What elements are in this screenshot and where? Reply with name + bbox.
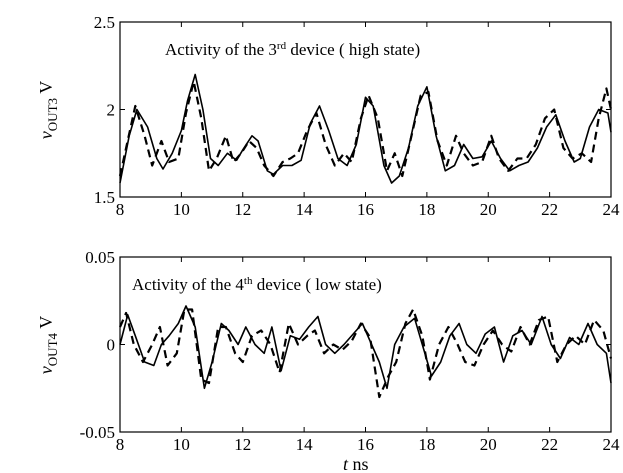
annotation-bottom-post: device ( low state)	[252, 275, 381, 294]
series-line-top-solid	[119, 73, 612, 184]
x-tick-label: 10	[173, 435, 190, 454]
ylabel-top-var: v	[36, 131, 56, 139]
y-tick-label: 2	[107, 101, 116, 120]
series-line-bottom-dashed	[118, 308, 613, 399]
xlabel-bottom: t ns	[343, 454, 369, 473]
x-tick-label: 22	[541, 435, 558, 454]
xlabel-bottom-unit: ns	[353, 454, 369, 473]
annotation-top-sup: rd	[277, 40, 287, 52]
x-tick-label: 20	[480, 200, 497, 219]
x-tick-label: 14	[296, 435, 314, 454]
x-tick-label: 12	[234, 200, 251, 219]
annotation-bottom-pre: Activity of the 4	[132, 275, 244, 294]
ylabel-top-sub: OUT3	[45, 98, 60, 131]
panel-top: 8 10 12 14 16 18 20 22 24 1.5 2 2.5 Activity of the…	[36, 13, 620, 219]
x-tick-label: 24	[603, 200, 621, 219]
ticks-top: 8 10 12 14 16 18 20 22 24 1.5 2 2.5	[94, 13, 620, 219]
svg-text:vOUT4 V: vOUT4 V	[36, 316, 60, 374]
y-tick-label: 1.5	[94, 188, 115, 207]
annotation-top: Activity of the 3rd device ( high state)	[165, 40, 420, 59]
x-tick-label: 8	[116, 200, 125, 219]
x-tick-label: 16	[357, 200, 374, 219]
ylabel-top: vOUT3 V	[36, 81, 60, 139]
xlabel-bottom-var: t	[343, 454, 349, 473]
x-tick-label: 12	[234, 435, 251, 454]
annotation-top-post: device ( high state)	[286, 40, 420, 59]
annotation-top-pre: Activity of the 3	[165, 40, 277, 59]
ylabel-bottom-var: v	[36, 366, 56, 374]
plot-area-bottom	[118, 305, 613, 399]
ticks-bottom: 8 10 12 14 16 18 20 22 24 -0.05 0 0.05	[80, 248, 620, 454]
plot-area-top	[118, 73, 613, 184]
y-tick-label: 0.05	[85, 248, 115, 267]
ylabel-bottom: vOUT4 V	[36, 316, 60, 374]
series-line-bottom-solid	[119, 305, 612, 390]
x-tick-label: 16	[357, 435, 374, 454]
x-tick-label: 18	[418, 435, 435, 454]
y-tick-label: 2.5	[94, 13, 115, 32]
x-tick-label: 10	[173, 200, 190, 219]
x-tick-label: 20	[480, 435, 497, 454]
y-tick-label: -0.05	[80, 423, 115, 442]
x-tick-label: 22	[541, 200, 558, 219]
svg-text:vOUT3 V: vOUT3 V	[36, 81, 60, 139]
x-tick-label: 14	[296, 200, 314, 219]
annotation-bottom-sup: th	[244, 275, 253, 287]
y-tick-label: 0	[107, 336, 116, 355]
series-line-top-dashed	[118, 80, 613, 178]
annotation-bottom: Activity of the 4th device ( low state)	[132, 275, 382, 294]
x-tick-label: 18	[418, 200, 435, 219]
ylabel-bottom-unit: V	[36, 316, 56, 329]
ylabel-top-unit: V	[36, 81, 56, 94]
panel-bottom: 8 10 12 14 16 18 20 22 24 -0.05 0 0.05 Activity of …	[36, 248, 620, 473]
x-tick-label: 24	[603, 435, 621, 454]
x-tick-label: 8	[116, 435, 125, 454]
ylabel-bottom-sub: OUT4	[45, 332, 60, 366]
